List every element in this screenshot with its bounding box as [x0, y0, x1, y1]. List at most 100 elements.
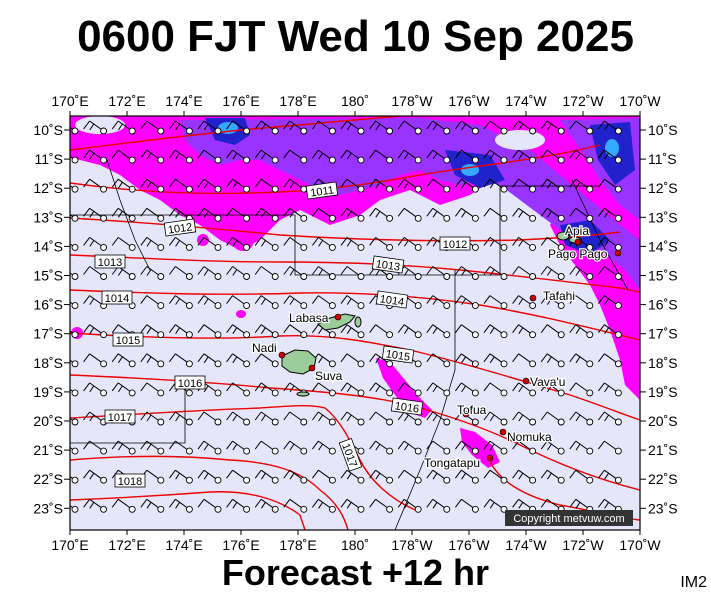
wind-barb	[369, 353, 377, 363]
place-dot	[308, 364, 316, 372]
wind-barb	[283, 178, 291, 188]
wind-barb	[598, 469, 605, 479]
wind-barb	[254, 295, 262, 304]
wind-barb	[283, 324, 291, 334]
wind-barb	[369, 498, 377, 508]
lon-label-bottom: 170˚W	[619, 537, 661, 553]
boundary-line	[70, 185, 600, 276]
wind-station	[357, 214, 365, 222]
wind-barb	[232, 502, 238, 509]
wind-barb	[283, 411, 291, 421]
lon-label-top: 178˚W	[391, 93, 433, 109]
wind-barb	[254, 440, 262, 450]
wind-station	[357, 331, 365, 339]
wind-barb	[483, 266, 491, 275]
wind-station	[443, 273, 451, 280]
wind-barb	[140, 382, 148, 392]
image-code: IM2	[680, 574, 707, 591]
wind-barb	[546, 385, 552, 393]
wind-barb	[598, 237, 605, 246]
wind-station	[128, 127, 136, 135]
wind-station	[214, 273, 222, 280]
wind-barb	[346, 152, 352, 160]
wind-barb	[226, 469, 234, 479]
wind-barb	[311, 149, 319, 159]
wind-station	[614, 418, 622, 426]
wind-station	[500, 389, 508, 397]
wind-barb	[226, 353, 234, 363]
wind-barb	[604, 240, 610, 247]
wind-station	[500, 127, 508, 135]
wind-station	[443, 302, 451, 310]
wind-barb	[311, 498, 319, 508]
wind-station	[529, 273, 537, 280]
wind-barb	[226, 208, 234, 217]
isobar-line	[70, 254, 640, 293]
wind-station	[414, 360, 422, 368]
wind-station	[500, 273, 508, 280]
wind-barb	[540, 498, 548, 508]
boundary-line	[70, 380, 186, 444]
wind-barb	[140, 353, 148, 363]
wind-barb	[197, 469, 205, 479]
wind-barb	[146, 356, 152, 364]
wind-station	[300, 505, 308, 513]
wind-barb	[197, 498, 205, 508]
wind-station	[471, 447, 479, 455]
wind-barb	[369, 469, 377, 479]
wind-barb	[512, 266, 519, 275]
wind-barb	[540, 440, 548, 450]
wind-station	[128, 389, 136, 397]
wind-barb	[397, 411, 405, 421]
wind-station	[214, 156, 222, 164]
wind-barb	[489, 181, 495, 189]
wind-barb	[461, 356, 467, 364]
lon-label-bottom: 170˚E	[51, 537, 88, 553]
wind-station	[557, 214, 565, 222]
wind-barb	[604, 385, 610, 393]
wind-barb	[260, 240, 266, 247]
wind-station	[471, 476, 479, 484]
wind-barb	[540, 120, 548, 130]
wind-barb	[483, 411, 491, 421]
wind-station	[443, 214, 451, 222]
wind-station	[243, 331, 251, 339]
wind-station	[357, 476, 365, 484]
wind-station	[414, 389, 422, 397]
wind-barb	[175, 211, 181, 218]
wind-station	[185, 418, 193, 426]
isobar-value: 1016	[394, 400, 420, 415]
lat-label-left: 21˚S	[33, 442, 63, 458]
wind-barb	[89, 472, 95, 480]
wind-barb	[289, 385, 295, 393]
wind-station	[500, 418, 508, 426]
wind-station	[71, 273, 79, 280]
wind-station	[214, 243, 222, 251]
wind-barb	[575, 181, 581, 189]
wind-barb	[89, 298, 95, 305]
wind-station	[300, 156, 308, 164]
wind-barb	[140, 120, 148, 130]
island-samoa-savaii	[556, 231, 570, 241]
wind-station	[157, 214, 165, 222]
wind-barb	[168, 120, 176, 130]
wind-station	[386, 156, 394, 164]
wind-barb	[432, 385, 438, 393]
wind-barb	[346, 211, 352, 218]
wind-barb	[175, 327, 181, 334]
wind-station	[328, 302, 336, 310]
wind-station	[243, 214, 251, 222]
wind-station	[443, 476, 451, 484]
wind-barb	[375, 356, 381, 364]
wind-station	[243, 156, 251, 164]
lon-label-top: 172˚W	[562, 93, 604, 109]
wind-barb	[397, 178, 405, 188]
wind-station	[214, 505, 222, 513]
wind-barb	[604, 502, 610, 509]
wind-barb	[346, 502, 352, 509]
wind-barb	[397, 149, 405, 159]
isobar-labels: 1011 1012 1012 1013 1013 1014 1014 1015 1015 1016…	[94, 181, 471, 488]
wind-barb	[483, 324, 491, 334]
wind-barb	[203, 181, 209, 189]
rain-mid-top	[180, 118, 640, 290]
